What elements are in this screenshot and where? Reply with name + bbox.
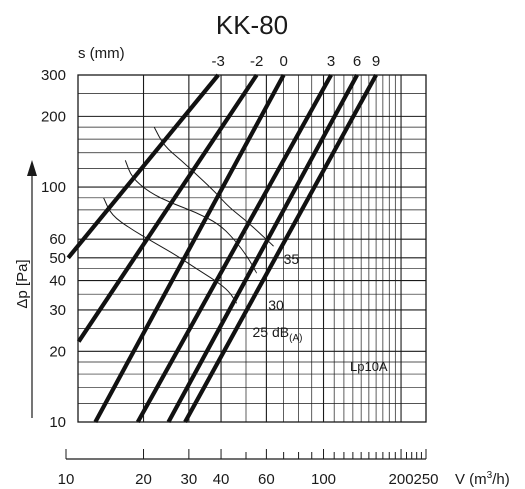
series-label: 6 — [353, 53, 361, 70]
x-tick-label: 40 — [213, 471, 230, 488]
x-tick-label: 100 — [311, 471, 336, 488]
y-axis-label: Δp [Pa] — [14, 259, 31, 308]
series-label: -3 — [212, 53, 225, 70]
x-tick-label: 250 — [413, 471, 438, 488]
grid — [78, 74, 426, 423]
noise-curve — [124, 160, 258, 274]
y-tick-label: 20 — [49, 343, 66, 360]
y-tick-label: 300 — [41, 67, 66, 84]
noise-curve — [153, 126, 275, 247]
series-line — [76, 73, 259, 343]
y-ticks: 10 20 30 40 50 60 100 200 300 — [41, 67, 66, 431]
series-label: 3 — [327, 53, 335, 70]
series-line — [66, 73, 220, 260]
series-label: -2 — [250, 53, 263, 70]
series-line — [166, 73, 359, 424]
series-line — [135, 73, 333, 424]
y-tick-label: 50 — [49, 250, 66, 267]
noise-label: 35 — [284, 251, 300, 267]
noise-curve — [103, 197, 238, 304]
y-tick-label: 40 — [49, 273, 66, 290]
x-ticks: 10 20 30 40 60 100 200 250 — [58, 449, 439, 488]
y-tick-label: 10 — [49, 414, 66, 431]
series-line — [183, 73, 378, 424]
series-label: 0 — [279, 53, 287, 70]
series-line — [93, 73, 286, 424]
series-label: 9 — [372, 53, 380, 70]
x-tick-label: 200 — [389, 471, 414, 488]
x-tick-label: 30 — [181, 471, 198, 488]
annotation-label: Lp10A — [350, 359, 388, 374]
series-layer — [66, 73, 378, 424]
chart-title: KK-80 — [216, 10, 288, 40]
y-tick-label: 30 — [49, 302, 66, 319]
x-tick-label: 60 — [258, 471, 275, 488]
noise-label: 25 dB(A) — [253, 324, 303, 344]
x-tick-label: 20 — [135, 471, 152, 488]
y-tick-label: 200 — [41, 108, 66, 125]
setting-axis-label: s (mm) — [78, 45, 125, 62]
labels-layer: -3 -2 0 3 6 9 35 30 25 dB(A) Lp10A — [212, 53, 388, 374]
x-tick-label: 10 — [58, 471, 75, 488]
y-tick-label: 100 — [41, 179, 66, 196]
noise-layer — [103, 126, 275, 304]
x-axis-label: V (m3/h) — [455, 470, 510, 488]
noise-label: 30 — [268, 297, 284, 313]
y-axis-arrowhead — [27, 160, 37, 176]
y-tick-label: 60 — [49, 231, 66, 248]
